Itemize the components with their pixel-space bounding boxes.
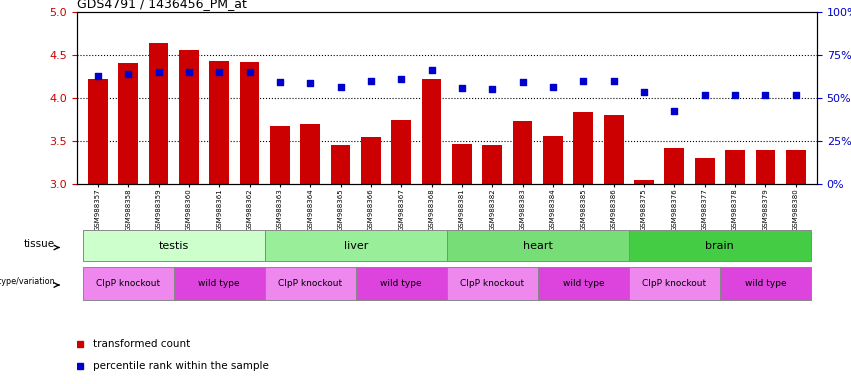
Bar: [452, 144, 471, 184]
Point: [425, 67, 438, 73]
Bar: [543, 136, 563, 184]
Bar: [574, 112, 593, 184]
Text: brain: brain: [705, 241, 734, 251]
Point: [667, 108, 681, 114]
Point: [637, 89, 651, 95]
Bar: [634, 180, 654, 184]
Bar: [331, 145, 351, 184]
Bar: [265, 267, 356, 300]
Bar: [361, 137, 380, 184]
Point: [698, 92, 711, 98]
Bar: [270, 126, 289, 184]
Bar: [720, 267, 811, 300]
Point: [122, 71, 135, 77]
Point: [304, 80, 317, 86]
Point: [243, 69, 256, 75]
Point: [758, 92, 772, 98]
Bar: [604, 115, 624, 184]
Bar: [422, 79, 442, 184]
Point: [485, 86, 499, 93]
Bar: [629, 267, 720, 300]
Bar: [174, 267, 265, 300]
Bar: [118, 63, 138, 184]
Bar: [538, 267, 629, 300]
Point: [728, 92, 742, 98]
Bar: [149, 43, 168, 184]
Bar: [209, 61, 229, 184]
Bar: [694, 159, 715, 184]
Bar: [83, 230, 265, 261]
Text: liver: liver: [344, 241, 368, 251]
Bar: [83, 267, 174, 300]
Text: ClpP knockout: ClpP knockout: [96, 279, 160, 288]
Text: wild type: wild type: [380, 279, 422, 288]
Point: [455, 84, 469, 91]
Text: heart: heart: [523, 241, 553, 251]
Bar: [756, 150, 775, 184]
Text: wild type: wild type: [563, 279, 604, 288]
Point: [151, 69, 165, 75]
Point: [546, 84, 560, 90]
Point: [607, 78, 620, 84]
Point: [182, 69, 196, 75]
Bar: [483, 145, 502, 184]
Bar: [629, 230, 811, 261]
Point: [364, 78, 378, 84]
Point: [213, 69, 226, 75]
Bar: [447, 267, 538, 300]
Bar: [300, 124, 320, 184]
Bar: [785, 150, 806, 184]
Bar: [240, 62, 260, 184]
Text: transformed count: transformed count: [93, 339, 190, 349]
Text: ClpP knockout: ClpP knockout: [278, 279, 342, 288]
Bar: [447, 230, 629, 261]
Point: [273, 79, 287, 86]
Bar: [356, 267, 447, 300]
Point: [91, 73, 105, 79]
Bar: [88, 79, 108, 184]
Bar: [391, 119, 411, 184]
Text: ClpP knockout: ClpP knockout: [643, 279, 706, 288]
Bar: [665, 148, 684, 184]
Text: testis: testis: [158, 241, 189, 251]
Bar: [725, 150, 745, 184]
Point: [789, 92, 802, 98]
Text: tissue: tissue: [24, 239, 55, 249]
Point: [334, 84, 347, 90]
Point: [516, 79, 529, 86]
Text: wild type: wild type: [745, 279, 786, 288]
Text: wild type: wild type: [198, 279, 240, 288]
Text: genotype/variation: genotype/variation: [0, 277, 55, 286]
Bar: [179, 50, 199, 184]
Text: GDS4791 / 1436456_PM_at: GDS4791 / 1436456_PM_at: [77, 0, 247, 10]
Text: ClpP knockout: ClpP knockout: [460, 279, 524, 288]
Bar: [265, 230, 447, 261]
Point: [576, 78, 590, 84]
Point: [395, 76, 408, 82]
Text: percentile rank within the sample: percentile rank within the sample: [93, 361, 269, 371]
Bar: [513, 121, 533, 184]
